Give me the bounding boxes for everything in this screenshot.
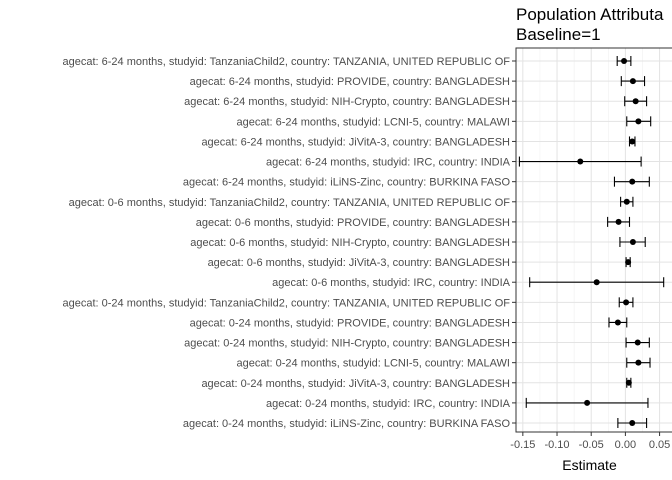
- row-label: agecat: 0-6 months, studyid: PROVIDE, co…: [196, 217, 510, 229]
- x-axis-label: Estimate: [562, 457, 617, 473]
- point-estimate: [629, 138, 636, 145]
- point-estimate: [577, 158, 584, 165]
- x-tick-label: -0.15: [510, 439, 535, 451]
- point-estimate: [593, 279, 600, 286]
- row-labels: agecat: 6-24 months, studyid: TanzaniaCh…: [62, 56, 516, 430]
- chart-title-line-2: Baseline=1: [516, 25, 601, 44]
- x-tick-label: 0.05: [649, 439, 670, 451]
- point-estimate: [625, 259, 632, 266]
- point-estimate: [629, 78, 636, 85]
- x-axis: -0.15 -0.10 -0.05 0.00 0.05: [510, 432, 670, 451]
- point-estimate: [629, 420, 636, 426]
- row-label: agecat: 0-24 months, studyid: NIH-Crypto…: [184, 338, 510, 350]
- point-estimate: [632, 98, 639, 105]
- point-estimate: [635, 118, 642, 125]
- estimates-layer: [515, 47, 672, 433]
- row-label: agecat: 6-24 months, studyid: IRC, count…: [266, 157, 511, 169]
- point-estimate: [584, 399, 591, 406]
- plot-panel: [516, 48, 672, 432]
- row-label: agecat: 0-24 months, studyid: LCNI-5, co…: [237, 358, 511, 370]
- row-label: agecat: 6-24 months, studyid: JiVitA-3, …: [201, 136, 510, 148]
- row-label: agecat: 0-6 months, studyid: TanzaniaChi…: [69, 197, 511, 209]
- point-estimate: [625, 379, 632, 386]
- row-label: agecat: 0-24 months, studyid: iLiNS-Zinc…: [183, 418, 511, 430]
- point-estimate: [623, 299, 630, 306]
- point-estimate: [621, 58, 628, 64]
- row-label: agecat: 6-24 months, studyid: NIH-Crypto…: [184, 96, 510, 108]
- x-tick-label: -0.05: [579, 439, 604, 451]
- row-label: agecat: 0-24 months, studyid: PROVIDE, c…: [190, 317, 510, 329]
- x-tick-label: 0.00: [615, 439, 636, 451]
- grid-lines: [516, 48, 672, 432]
- row-label: agecat: 0-6 months, studyid: JiVitA-3, c…: [208, 257, 510, 269]
- row-label: agecat: 6-24 months, studyid: TanzaniaCh…: [62, 56, 510, 68]
- row-label: agecat: 0-24 months, studyid: JiVitA-3, …: [201, 378, 510, 390]
- point-estimate: [629, 178, 636, 185]
- point-estimate: [634, 339, 641, 346]
- row-label: agecat: 0-24 months, studyid: TanzaniaCh…: [62, 297, 510, 309]
- point-estimate: [629, 239, 636, 245]
- row-label: agecat: 0-24 months, studyid: IRC, count…: [266, 398, 511, 410]
- x-tick-label: -0.10: [544, 439, 569, 451]
- chart-title-line-1: Population Attributa: [516, 5, 664, 24]
- row-label: agecat: 0-6 months, studyid: NIH-Crypto,…: [190, 237, 510, 249]
- point-estimate: [615, 218, 622, 225]
- row-label: agecat: 6-24 months, studyid: PROVIDE, c…: [190, 76, 510, 88]
- row-label: agecat: 0-6 months, studyid: IRC, countr…: [272, 277, 510, 289]
- point-estimate: [635, 359, 642, 366]
- point-estimate: [614, 319, 621, 326]
- panel-border: [515, 47, 672, 433]
- row-label: agecat: 6-24 months, studyid: iLiNS-Zinc…: [183, 177, 511, 189]
- row-label: agecat: 6-24 months, studyid: LCNI-5, co…: [237, 116, 511, 128]
- point-estimate: [623, 198, 630, 205]
